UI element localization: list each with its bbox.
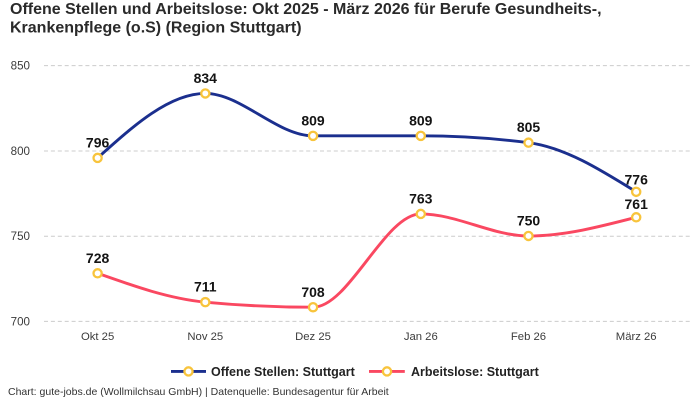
svg-text:750: 750: [11, 230, 30, 243]
svg-text:Feb 26: Feb 26: [511, 331, 546, 343]
svg-text:Okt 25: Okt 25: [81, 331, 114, 343]
svg-text:Arbeitslose: Stuttgart: Arbeitslose: Stuttgart: [411, 365, 540, 379]
svg-text:809: 809: [301, 113, 325, 129]
svg-text:776: 776: [625, 171, 649, 187]
svg-text:761: 761: [625, 196, 649, 212]
svg-text:Nov 25: Nov 25: [187, 331, 223, 343]
svg-text:711: 711: [194, 279, 217, 295]
svg-text:Krankenpflege (o.S) (Region St: Krankenpflege (o.S) (Region Stuttgart): [10, 20, 302, 37]
svg-text:708: 708: [301, 284, 325, 300]
svg-text:728: 728: [86, 250, 110, 266]
svg-text:Offene Stellen und Arbeitslose: Offene Stellen und Arbeitslose: Okt 2025…: [10, 1, 602, 18]
svg-text:796: 796: [86, 135, 110, 151]
svg-text:Chart: gute-jobs.de (Wollmilch: Chart: gute-jobs.de (Wollmilchsau GmbH) …: [8, 386, 389, 398]
svg-text:Dez 25: Dez 25: [295, 331, 331, 343]
svg-text:834: 834: [194, 70, 218, 86]
svg-text:Offene Stellen: Stuttgart: Offene Stellen: Stuttgart: [211, 365, 356, 379]
svg-text:809: 809: [409, 113, 433, 129]
svg-text:763: 763: [409, 191, 433, 207]
svg-text:850: 850: [11, 60, 30, 73]
svg-text:800: 800: [11, 145, 30, 158]
svg-text:700: 700: [11, 315, 30, 328]
svg-text:Jan 26: Jan 26: [404, 331, 438, 343]
svg-text:750: 750: [517, 213, 541, 229]
svg-text:805: 805: [517, 119, 541, 135]
svg-text:März 26: März 26: [616, 331, 657, 343]
